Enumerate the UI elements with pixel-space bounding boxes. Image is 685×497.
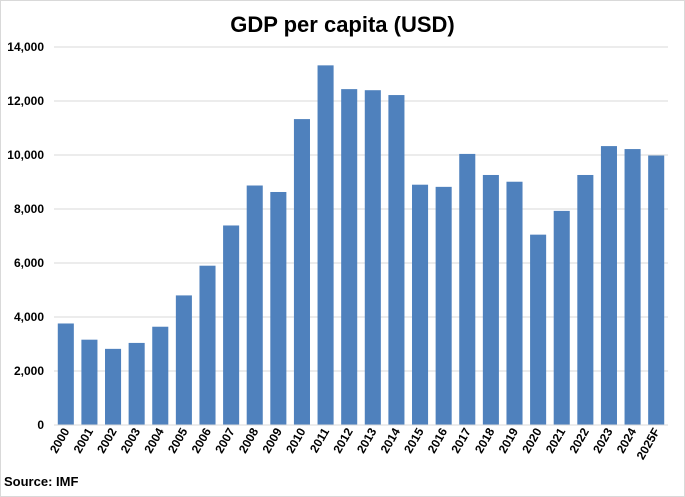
x-tick-label: 2015 — [401, 425, 427, 455]
bar-2009 — [270, 191, 287, 425]
y-tick-label: 10,000 — [7, 148, 44, 162]
chart-title: GDP per capita (USD) — [230, 12, 455, 37]
y-tick-label: 14,000 — [7, 40, 44, 54]
source-note: Source: IMF — [4, 474, 79, 489]
x-tick-label: 2000 — [47, 425, 73, 455]
x-tick-label: 2019 — [496, 425, 522, 455]
x-tick-label: 2016 — [425, 425, 451, 455]
x-tick-label: 2009 — [259, 425, 285, 455]
bar-2007 — [223, 225, 240, 425]
x-tick-label: 2025F — [634, 426, 663, 462]
x-tick-label: 2014 — [378, 425, 404, 455]
x-tick-label: 2021 — [543, 425, 569, 455]
y-axis-labels: 0 2,000 4,000 6,000 8,000 10,000 12,000 14,000 — [7, 40, 44, 432]
bar-2000 — [57, 323, 74, 425]
x-tick-label: 2013 — [354, 425, 380, 455]
bar-2021 — [553, 210, 570, 425]
bar-2017 — [459, 153, 476, 426]
x-axis-labels: 2000200120022003200420052006200720082009… — [47, 425, 663, 462]
bar-2010 — [293, 119, 310, 425]
bar-2020 — [530, 234, 547, 425]
bar-2013 — [364, 90, 381, 425]
bar-2008 — [246, 185, 263, 425]
bar-2024 — [624, 149, 641, 425]
y-tick-label: 8,000 — [14, 202, 44, 216]
bar-2002 — [105, 348, 122, 425]
x-tick-label: 2004 — [141, 425, 167, 455]
x-tick-label: 2018 — [472, 425, 498, 455]
bar-2001 — [81, 339, 98, 425]
bar-2014 — [388, 95, 405, 425]
bar-2004 — [152, 326, 169, 425]
x-tick-label: 2011 — [307, 425, 332, 455]
y-tick-label: 2,000 — [14, 364, 44, 378]
y-tick-label: 0 — [37, 418, 44, 432]
bar-2005 — [175, 295, 192, 425]
bar-2015 — [412, 184, 429, 425]
x-tick-label: 2023 — [590, 425, 616, 455]
bar-2023 — [600, 146, 617, 425]
bar-2011 — [317, 65, 334, 426]
bar-2003 — [128, 342, 145, 425]
bar-2018 — [482, 174, 499, 425]
x-tick-label: 2001 — [71, 425, 97, 455]
x-tick-label: 2010 — [283, 425, 309, 455]
gridlines — [54, 46, 668, 372]
bar-2022 — [577, 174, 594, 425]
x-tick-label: 2020 — [519, 425, 545, 455]
x-tick-label: 2017 — [448, 425, 474, 455]
x-tick-label: 2008 — [236, 425, 262, 455]
x-tick-label: 2003 — [118, 425, 144, 455]
bar-2012 — [341, 89, 358, 426]
bar-2016 — [435, 186, 452, 425]
y-tick-label: 6,000 — [14, 256, 44, 270]
y-tick-label: 12,000 — [7, 94, 44, 108]
x-tick-label: 2006 — [189, 425, 215, 455]
bar-2025F — [648, 155, 665, 426]
x-tick-label: 2005 — [165, 425, 191, 455]
x-tick-label: 2002 — [94, 425, 120, 455]
x-tick-label: 2022 — [566, 425, 592, 455]
x-tick-label: 2012 — [330, 425, 356, 455]
bar-2019 — [506, 181, 523, 425]
bar-2006 — [199, 265, 216, 425]
y-tick-label: 4,000 — [14, 310, 44, 324]
x-tick-label: 2007 — [212, 425, 238, 455]
bars — [57, 65, 665, 426]
